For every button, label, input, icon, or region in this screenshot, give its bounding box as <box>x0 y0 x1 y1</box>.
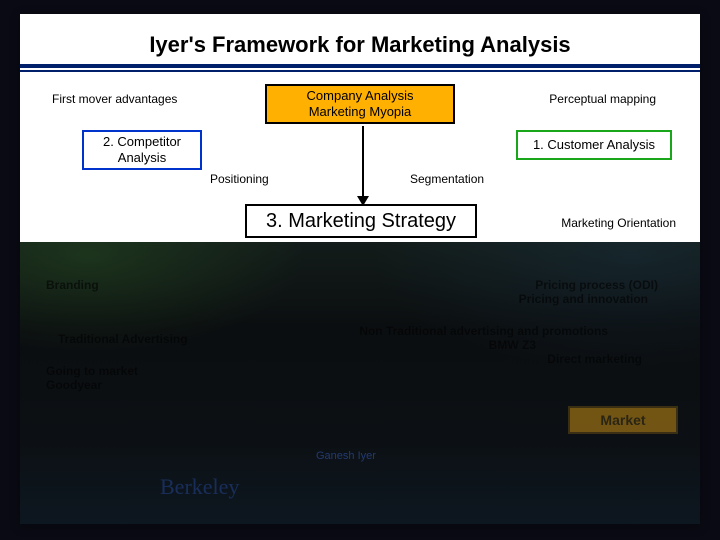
label-branding: Branding <box>46 278 99 292</box>
label-direct-marketing: Direct marketing <box>547 352 642 366</box>
framework-slide: Iyer's Framework for Marketing Analysis … <box>20 14 700 524</box>
berkeley-logo-text: Berkeley <box>160 474 239 500</box>
label-traditional-advertising: Traditional Advertising <box>58 332 188 346</box>
title-rule-bottom <box>20 70 700 72</box>
title-rule-top <box>20 64 700 68</box>
box-customer-analysis: 1. Customer Analysis <box>516 130 672 160</box>
competitor-line1: 2. Competitor <box>103 134 181 150</box>
label-first-mover: First mover advantages <box>52 92 177 106</box>
box-marketing-strategy: 3. Marketing Strategy <box>245 204 477 238</box>
label-positioning: Positioning <box>210 172 269 186</box>
slide-title: Iyer's Framework for Marketing Analysis <box>20 32 700 58</box>
label-non-traditional: Non Traditional advertising and promotio… <box>359 324 608 338</box>
competitor-line2: Analysis <box>118 150 166 166</box>
label-bmw-z3: BMW Z3 <box>489 338 536 352</box>
label-goodyear: Goodyear <box>46 378 102 392</box>
strategy-text: 3. Marketing Strategy <box>266 209 456 234</box>
label-going-to-market: Going to market <box>46 364 138 378</box>
label-segmentation: Segmentation <box>410 172 484 186</box>
box-competitor-analysis: 2. Competitor Analysis <box>82 130 202 170</box>
box-company-analysis: Company Analysis Marketing Myopia <box>265 84 455 124</box>
company-analysis-line2: Marketing Myopia <box>309 104 412 120</box>
box-market: Market <box>568 406 678 434</box>
company-analysis-line1: Company Analysis <box>307 88 414 104</box>
arrow-company-to-strategy <box>362 126 364 198</box>
label-pricing-innovation: Pricing and innovation <box>519 292 648 306</box>
label-pricing-process: Pricing process (ODI) <box>535 278 658 292</box>
label-perceptual-mapping: Perceptual mapping <box>549 92 656 106</box>
label-marketing-orientation: Marketing Orientation <box>561 216 676 230</box>
market-text: Market <box>600 412 645 428</box>
author-footer: Ganesh Iyer <box>316 450 376 462</box>
customer-text: 1. Customer Analysis <box>533 137 655 153</box>
